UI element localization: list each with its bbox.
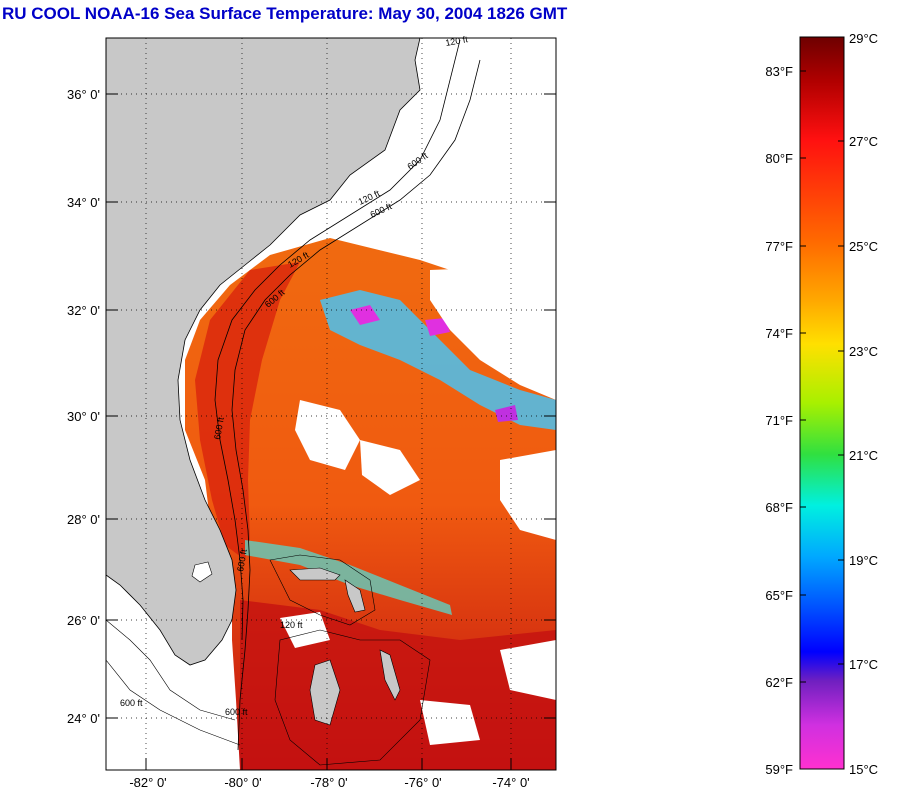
colorbar-fahrenheit-label: 71°F	[765, 413, 793, 428]
colorbar-ticks	[800, 70, 844, 683]
contour-label: 120 ft	[280, 620, 303, 630]
lon-label: -74° 0'	[492, 775, 529, 790]
colorbar-fahrenheit-label: 59°F	[765, 762, 793, 777]
cloud-south-1	[280, 612, 330, 648]
map-frame	[105, 37, 557, 771]
cloud-mid-2	[360, 440, 420, 495]
cloud-east	[500, 450, 556, 540]
colorbar-fahrenheit-label: 65°F	[765, 588, 793, 603]
contour-label: 600 ft	[120, 698, 143, 708]
cloud-south-3	[420, 700, 480, 745]
abaco	[344, 579, 366, 613]
page-title: RU COOL NOAA-16 Sea Surface Temperature:…	[2, 4, 568, 23]
contour-gulf-2	[106, 659, 241, 746]
colorbar-celsius-label: 23°C	[849, 344, 878, 359]
andros	[309, 659, 341, 726]
magenta-patch-2	[425, 318, 450, 336]
map-ticks	[106, 93, 556, 770]
lat-label: 34° 0'	[67, 195, 100, 210]
lake-okeechobee	[191, 561, 213, 583]
cloud-mid	[295, 400, 360, 470]
contour-600ft	[231, 59, 481, 751]
colorbar-celsius-label: 17°C	[849, 657, 878, 672]
colorbar-fahrenheit-label: 62°F	[765, 675, 793, 690]
magenta-patch-3	[495, 405, 518, 422]
colorbar-fahrenheit-label: 80°F	[765, 151, 793, 166]
lat-label: 36° 0'	[67, 87, 100, 102]
colorbar-celsius-label: 19°C	[849, 553, 878, 568]
colorbar-fahrenheit-label: 68°F	[765, 500, 793, 515]
land-mainland	[106, 38, 421, 666]
lon-label: -82° 0'	[129, 775, 166, 790]
colorbar	[799, 36, 845, 770]
lon-label: -76° 0'	[404, 775, 441, 790]
colorbar-fahrenheit-label: 83°F	[765, 64, 793, 79]
lat-label: 30° 0'	[67, 409, 100, 424]
colorbar-celsius-label: 27°C	[849, 134, 878, 149]
cloud-south-2	[500, 640, 556, 700]
contour-bahamas	[269, 554, 376, 626]
lat-label: 24° 0'	[67, 711, 100, 726]
map-area	[106, 38, 556, 770]
eleuthera	[379, 649, 401, 701]
contour-bahamas-2	[274, 629, 431, 766]
gulf-stream-band	[195, 262, 300, 560]
lat-label: 26° 0'	[67, 613, 100, 628]
cloud-ne	[430, 268, 556, 400]
colorbar-fahrenheit-label: 74°F	[765, 326, 793, 341]
colorbar-fahrenheit-label: 77°F	[765, 239, 793, 254]
colorbar-celsius-label: 25°C	[849, 239, 878, 254]
contour-label: 600 ft	[212, 416, 226, 440]
lon-label: -78° 0'	[310, 775, 347, 790]
cool-band-south	[245, 540, 452, 615]
cool-band-north	[320, 290, 556, 430]
magenta-patch-1	[350, 305, 380, 325]
colorbar-celsius-label: 21°C	[849, 448, 878, 463]
contour-120ft	[214, 39, 461, 641]
colorbar-celsius-label: 15°C	[849, 762, 878, 777]
contour-gulf	[106, 619, 236, 721]
colorbar-celsius-label: 29°C	[849, 31, 878, 46]
lat-label: 32° 0'	[67, 303, 100, 318]
contour-label: 600 ft	[235, 548, 249, 572]
graticule	[106, 38, 556, 770]
contour-label: 600 ft	[225, 707, 248, 717]
lon-label: -80° 0'	[224, 775, 261, 790]
lat-label: 28° 0'	[67, 512, 100, 527]
grand-bahama	[289, 567, 341, 581]
